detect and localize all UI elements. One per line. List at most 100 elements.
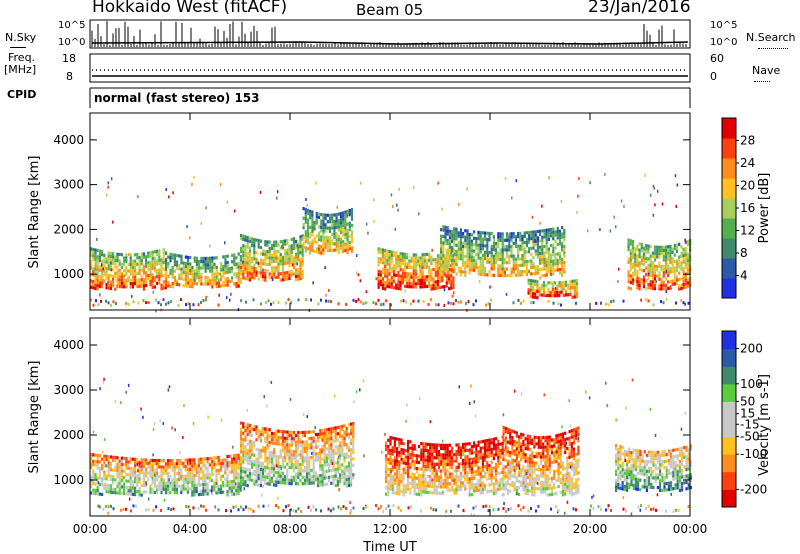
heatmap-cell (248, 236, 251, 240)
heatmap-cell (90, 485, 93, 489)
heatmap-cell (281, 471, 284, 475)
heatmap-cell (473, 243, 476, 247)
heatmap-cell (290, 273, 293, 277)
heatmap-cell (444, 241, 447, 245)
heatmap-cell (217, 281, 220, 285)
heatmap-cell (288, 446, 291, 450)
heatmap-cell (552, 269, 555, 273)
heatmap-cell (98, 278, 101, 282)
heatmap-cell (553, 294, 557, 298)
heatmap-cell (562, 284, 565, 288)
heatmap-cell (475, 463, 478, 467)
heatmap-cell (462, 235, 465, 239)
heatmap-cell (673, 243, 676, 248)
heatmap-cell (323, 454, 326, 458)
ground-scatter-cell (285, 301, 287, 305)
heatmap-cell (264, 452, 267, 457)
heatmap-cell (539, 268, 542, 272)
heatmap-cell (451, 446, 454, 450)
heatmap-cell (447, 287, 451, 291)
heatmap-cell (543, 235, 546, 239)
heatmap-cell (222, 284, 225, 288)
heatmap-cell (270, 457, 273, 461)
heatmap-cell (195, 282, 198, 286)
noise-cell (255, 271, 258, 275)
heatmap-cell (397, 264, 400, 268)
heatmap-cell (636, 273, 639, 277)
heatmap-cell (481, 452, 484, 456)
heatmap-cell (475, 450, 478, 454)
heatmap-cell (437, 491, 440, 495)
heatmap-cell (306, 446, 309, 450)
heatmap-cell (151, 465, 154, 469)
heatmap-cell (279, 429, 282, 434)
heatmap-cell (290, 260, 293, 264)
heatmap-cell (642, 281, 646, 286)
heatmap-cell (295, 472, 298, 476)
heatmap-cell (397, 283, 400, 287)
heatmap-cell (400, 448, 403, 452)
heatmap-cell (151, 490, 154, 494)
heatmap-cell (171, 478, 174, 482)
heatmap-cell (649, 257, 652, 261)
heatmap-cell (439, 273, 442, 277)
heatmap-cell (350, 236, 354, 240)
heatmap-cell (259, 268, 262, 272)
heatmap-cell (279, 449, 282, 453)
heatmap-cell (259, 468, 262, 472)
heatmap-cell (273, 253, 276, 257)
heatmap-cell (412, 278, 415, 283)
heatmap-cell (501, 267, 504, 271)
heatmap-cell (213, 278, 216, 282)
heatmap-cell (322, 251, 325, 255)
heatmap-cell (138, 474, 141, 478)
heatmap-cell (350, 214, 354, 218)
heatmap-cell (259, 477, 262, 481)
heatmap-cell (547, 231, 550, 235)
heatmap-cell (268, 262, 271, 267)
heatmap-cell (446, 475, 449, 479)
heatmap-cell (385, 473, 388, 477)
heatmap-cell (422, 483, 425, 488)
heatmap-cell (101, 266, 104, 270)
heatmap-cell (437, 469, 440, 473)
heatmap-cell (109, 484, 112, 488)
heatmap-cell (175, 481, 178, 485)
heatmap-cell (304, 207, 307, 212)
heatmap-cell (145, 461, 148, 465)
heatmap-cell (468, 271, 471, 275)
heatmap-cell (481, 491, 484, 495)
heatmap-cell (186, 471, 189, 475)
heatmap-cell (345, 446, 348, 450)
heatmap-cell (451, 450, 454, 454)
heatmap-cell (441, 275, 444, 279)
heatmap-cell (173, 475, 176, 479)
heatmap-cell (273, 247, 276, 251)
heatmap-cell (385, 476, 388, 480)
heatmap-cell (413, 476, 416, 480)
heatmap-cell (501, 257, 504, 262)
heatmap-cell (288, 244, 291, 248)
heatmap-cell (215, 491, 218, 495)
heatmap-cell (446, 485, 449, 489)
noise-cell (200, 221, 202, 225)
heatmap-cell (275, 432, 278, 436)
heatmap-cell (525, 260, 528, 264)
heatmap-cell (634, 253, 637, 257)
heatmap-cell (430, 258, 433, 262)
heatmap-cell (253, 424, 256, 429)
heatmap-cell (164, 465, 167, 469)
heatmap-cell (629, 274, 632, 278)
heatmap-cell (517, 251, 520, 255)
heatmap-cell (224, 458, 227, 462)
heatmap-cell (410, 282, 413, 286)
heatmap-cell (543, 267, 546, 271)
heatmap-cell (195, 486, 198, 490)
heatmap-cell (350, 460, 353, 465)
heatmap-cell (558, 252, 561, 256)
heatmap-cell (451, 258, 454, 263)
heatmap-cell (215, 269, 218, 273)
heatmap-cell (627, 276, 630, 280)
heatmap-cell (345, 455, 348, 459)
heatmap-cell (140, 461, 143, 465)
